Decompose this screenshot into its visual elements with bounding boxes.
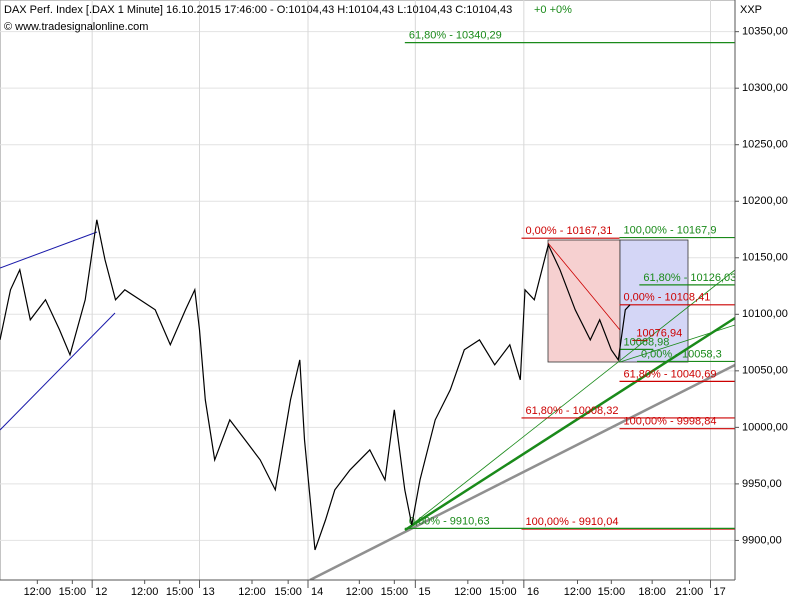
axis-code: XXP xyxy=(740,4,762,16)
x-tick-label: 12:00 xyxy=(238,586,266,598)
fib-level-label: 61,80% - 10008,32 xyxy=(526,405,619,417)
fib-level-label: 0,00% - 10167,31 xyxy=(526,225,613,237)
fib-box-blue xyxy=(619,239,689,363)
grid xyxy=(0,0,735,580)
x-tick-label: 15:00 xyxy=(166,586,194,598)
x-tick-label: 21:00 xyxy=(676,586,704,598)
fib-level-label: 10068,98 xyxy=(624,336,670,348)
x-day-label: 12 xyxy=(95,586,107,598)
series xyxy=(0,219,631,551)
axes: 9900,00 9950,00 10000,00 10050,00 10100,00 10… xyxy=(24,26,788,598)
trend-line xyxy=(404,269,736,531)
fib-level-label: 0,00% - 10058,3 xyxy=(641,348,722,360)
x-day-label: 13 xyxy=(203,586,215,598)
trend-line xyxy=(404,316,736,532)
x-tick-label: 15:00 xyxy=(489,586,517,598)
x-tick-label: 15:00 xyxy=(598,586,626,598)
fib-level-label: 0,00% - 10108,41 xyxy=(624,292,711,304)
fib-level-label: 61,80% - 10126,03 xyxy=(643,272,736,284)
y-tick-label: 10000,00 xyxy=(742,421,788,433)
fib-level-label: 61,80% - 10040,69 xyxy=(624,368,717,380)
x-day-label: 14 xyxy=(311,586,323,598)
y-tick-label: 10100,00 xyxy=(742,308,788,320)
x-day-label: 15 xyxy=(418,586,430,598)
trend-line xyxy=(0,231,98,269)
y-tick-label: 10150,00 xyxy=(742,252,788,264)
fib-level-label: 0,00% - 9910,63 xyxy=(409,515,490,527)
x-tick-label: 18:00 xyxy=(638,586,666,598)
x-tick-label: 12:00 xyxy=(346,586,374,598)
x-tick-label: 12:00 xyxy=(564,586,592,598)
y-tick-label: 10050,00 xyxy=(742,365,788,377)
x-tick-label: 12:00 xyxy=(454,586,482,598)
trend-line xyxy=(619,324,736,363)
x-tick-label: 15:00 xyxy=(274,586,302,598)
price-line xyxy=(0,219,631,551)
y-tick-label: 9900,00 xyxy=(742,534,782,546)
y-tick-label: 10250,00 xyxy=(742,139,788,151)
x-tick-label: 12:00 xyxy=(24,586,52,598)
fib-level-label: 10076,94 xyxy=(636,327,682,339)
fib-level-label: 100,00% - 9998,84 xyxy=(624,416,717,428)
change: +0 +0% xyxy=(534,4,572,16)
fib-diagonal xyxy=(547,242,621,331)
y-tick-label: 10350,00 xyxy=(742,26,788,38)
y-tick-label: 9950,00 xyxy=(742,478,782,490)
x-tick-label: 12:00 xyxy=(131,586,159,598)
x-tick-label: 15:00 xyxy=(59,586,87,598)
source: © www.tradesignalonline.com xyxy=(4,21,148,33)
fib-levels: 61,80% - 10340,29 100,00% - 9910,04 0,00% … xyxy=(404,30,736,530)
chart-title: DAX Perf. Index [.DAX 1 Minute] 16.10.20… xyxy=(4,4,512,16)
trend-line xyxy=(309,363,736,582)
x-day-label: 17 xyxy=(714,586,726,598)
fib-level-label: 100,00% - 9910,04 xyxy=(526,516,619,528)
trend-line xyxy=(0,312,116,431)
y-axis-panel xyxy=(735,0,800,600)
y-tick-label: 10300,00 xyxy=(742,82,788,94)
y-tick-label: 10200,00 xyxy=(742,195,788,207)
fib-level-label: 61,80% - 10340,29 xyxy=(409,30,502,42)
x-tick-label: 15:00 xyxy=(381,586,409,598)
fib-level-label: 100,00% - 10167,9 xyxy=(624,224,717,236)
x-day-label: 16 xyxy=(527,586,539,598)
